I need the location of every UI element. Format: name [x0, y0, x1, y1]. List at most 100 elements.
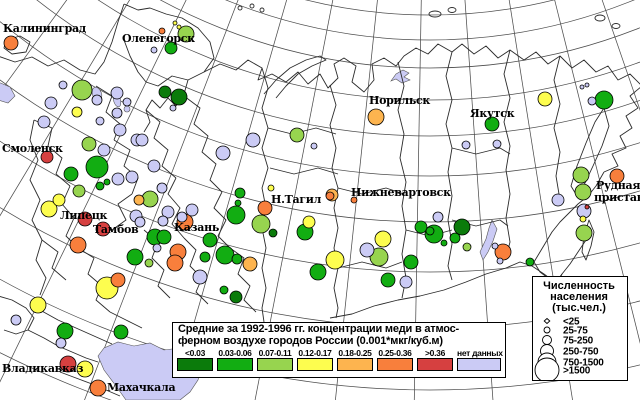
city-point [85, 155, 109, 179]
city-point [584, 82, 590, 88]
city-point [267, 184, 275, 192]
city-point [29, 296, 47, 314]
legend-class: 0.03-0.06 [217, 348, 253, 371]
legend-title-line2: ферном воздухе городов России (0.001*мкг… [178, 335, 443, 347]
legend-class-swatch [177, 358, 213, 371]
city-label: Калининград [3, 22, 86, 35]
city-point [135, 133, 149, 147]
city-point [40, 200, 58, 218]
city-point [110, 86, 124, 100]
city-point [134, 216, 146, 228]
meridian-line [0, 0, 131, 217]
population-size-label: 750-1500 [563, 358, 604, 369]
city-point [257, 200, 273, 216]
population-legend: Численность населения (тыс.чел.) <25 25-75 75… [532, 276, 628, 381]
city-point [202, 232, 218, 248]
population-legend-title: (тыс.чел.) [552, 302, 606, 314]
city-point [89, 379, 107, 397]
legend-class-swatch [297, 358, 333, 371]
city-label: Н.Тагил [271, 193, 322, 206]
parallel-arc [305, 0, 555, 16]
meridian-line [335, 0, 378, 400]
city-point [399, 275, 413, 289]
city-point [147, 159, 161, 173]
city-point [126, 248, 144, 266]
city-point [496, 257, 504, 265]
concentration-legend: Средние за 1992-1996 гг. концентрации ме… [172, 322, 506, 378]
city-point [302, 215, 316, 229]
legend-class-swatch [417, 358, 453, 371]
city-point [374, 230, 392, 248]
legend-class-label: 0.12-0.17 [298, 348, 332, 358]
city-label: Нижневартовск [351, 186, 451, 199]
meridian-line [0, 0, 187, 383]
city-point [158, 85, 172, 99]
city-point [231, 253, 243, 265]
city-point [414, 220, 428, 234]
city-point [525, 257, 535, 267]
legend-class: 0.07-0.11 [257, 348, 293, 371]
city-point [125, 170, 139, 184]
city-point [113, 324, 129, 340]
city-point [95, 181, 105, 191]
city-point [157, 215, 169, 227]
city-point [440, 239, 448, 247]
lake-small [123, 105, 131, 113]
city-point [579, 215, 587, 223]
parallel-arc [0, 278, 640, 391]
city-point [432, 211, 444, 223]
city-point [215, 145, 231, 161]
city-point [234, 199, 242, 207]
legend-class-label: <0.03 [184, 348, 205, 358]
meridian-line [601, 0, 640, 112]
legend-class-swatch [377, 358, 413, 371]
city-point [491, 242, 499, 250]
city-point [219, 285, 229, 295]
city-point [367, 108, 385, 126]
city-point [551, 193, 565, 207]
city-point [587, 96, 597, 106]
city-point [185, 203, 199, 217]
population-size-circle [534, 357, 560, 380]
city-point [81, 136, 97, 152]
legend-class-label: >0.36 [424, 348, 445, 358]
city-point [156, 182, 168, 194]
city-point [449, 232, 461, 244]
city-point [289, 127, 305, 143]
city-point [584, 204, 590, 210]
city-point [152, 243, 162, 253]
parallel-arc [97, 0, 640, 101]
city-point [52, 193, 66, 207]
city-point [251, 214, 271, 234]
parallel-arc [36, 0, 640, 137]
city-point [95, 221, 111, 237]
city-point [574, 183, 592, 201]
city-point [110, 272, 126, 288]
meridian-line [554, 0, 640, 344]
city-point [77, 211, 93, 227]
city-point [425, 226, 435, 236]
population-size-label: >1500 [563, 366, 591, 377]
city-point [268, 228, 278, 238]
city-point [579, 84, 585, 90]
city-point [72, 184, 86, 198]
city-labels: Калининград Оленегорск Смоленск ЛипецкТамбо… [2, 22, 640, 394]
parallel-arc [0, 79, 640, 223]
city-label: Якутск [470, 107, 515, 120]
city-point [133, 194, 145, 206]
legend-class-label: 0.25-0.36 [378, 348, 412, 358]
population-legend-title: Численность [543, 280, 615, 292]
population-size-circle [543, 326, 551, 334]
country-borders [0, 3, 640, 397]
legend-title-line1: Средние за 1992-1996 гг. концентрации ме… [178, 323, 460, 335]
city-point [71, 79, 93, 101]
city-point [177, 25, 195, 43]
city-point [111, 172, 125, 186]
city-point [69, 236, 87, 254]
city-point [572, 166, 590, 184]
city-label: Владикавказ [2, 362, 83, 375]
city-point [156, 229, 172, 245]
legend-class: нет данных [457, 348, 503, 371]
